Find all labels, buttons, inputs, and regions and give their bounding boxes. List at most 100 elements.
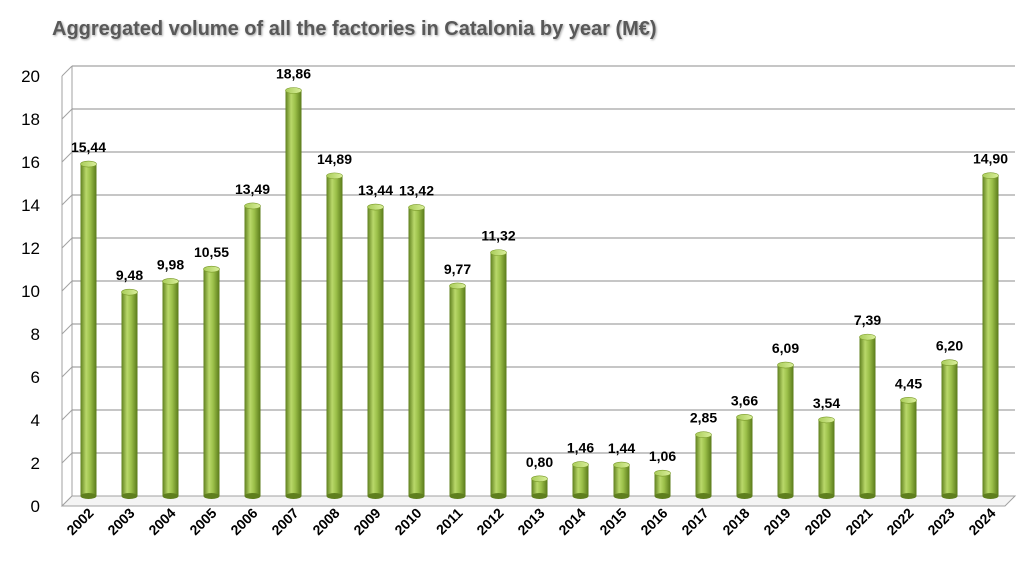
x-tick-label: 2006 <box>227 505 260 538</box>
y-tick-label: 12 <box>21 239 40 258</box>
x-axis-ticks: 2002 2003 2004 2005 2006 2007 2008 2009 2010 2011… <box>63 505 998 538</box>
data-label: 6,09 <box>772 340 799 356</box>
y-axis-ticks: 0 2 4 6 8 10 12 14 16 18 20 <box>21 67 40 516</box>
bar-cap <box>80 160 97 168</box>
y-tick-label: 6 <box>31 368 40 387</box>
bar-2012: 11,32 <box>481 228 516 499</box>
x-tick-label: 2003 <box>104 505 137 538</box>
gridline-depth <box>61 108 73 120</box>
bar-2004: 9,98 <box>157 256 184 499</box>
bar-2014: 1,46 <box>567 440 594 499</box>
bar-2018: 3,66 <box>731 392 758 499</box>
x-tick-label: 2010 <box>391 505 424 538</box>
bar-2015: 1,44 <box>608 440 635 499</box>
chart-title: Aggregated volume of all the factories i… <box>52 18 657 40</box>
x-tick-label: 2019 <box>760 505 793 538</box>
y-tick-label: 0 <box>31 497 40 516</box>
data-label: 9,48 <box>116 267 143 283</box>
bar-cap <box>572 461 589 468</box>
x-tick-label: 2022 <box>883 505 916 538</box>
bar-body <box>654 473 671 496</box>
bar-body <box>121 292 138 496</box>
bar-base <box>654 493 671 499</box>
gridline-depth <box>61 194 73 206</box>
bar-2008: 14,89 <box>317 151 352 499</box>
y-tick-label: 2 <box>31 454 40 473</box>
bar-base <box>777 493 794 499</box>
bar-2022: 4,45 <box>895 375 922 499</box>
x-tick-label: 2013 <box>514 505 547 538</box>
x-tick-label: 2016 <box>637 505 670 538</box>
x-tick-label: 2004 <box>145 505 178 538</box>
bar-cap <box>982 172 999 179</box>
y-tick-label: 10 <box>21 282 40 301</box>
bar-2019: 6,09 <box>772 340 799 499</box>
bar-body <box>531 478 548 496</box>
bar-2016: 1,06 <box>649 448 676 499</box>
bar-base <box>859 493 876 499</box>
data-label: 9,77 <box>444 261 471 277</box>
x-tick-label: 2017 <box>678 505 711 538</box>
gridline-depth <box>61 65 73 77</box>
gridline-depth <box>61 323 73 335</box>
bar-2009: 13,44 <box>358 182 393 499</box>
bar-2006: 13,49 <box>235 181 270 499</box>
bar-base <box>572 493 589 499</box>
bar-2002: 15,44 <box>71 139 106 499</box>
bar-cap <box>326 172 343 180</box>
bar-body <box>982 175 999 496</box>
bar-body <box>367 207 384 497</box>
bar-cap <box>121 288 138 296</box>
bar-base <box>121 493 138 499</box>
bar-2003: 9,48 <box>116 267 143 499</box>
bar-base <box>162 493 179 499</box>
data-label: 9,98 <box>157 256 184 272</box>
bar-2007: 18,86 <box>276 66 311 499</box>
data-label: 11,32 <box>481 228 515 244</box>
bar-base <box>244 493 261 499</box>
bars: 15,44 9,48 9,98 10,55 13,49 18,86 14,89 13,44 13… <box>71 66 1008 499</box>
bar-2011: 9,77 <box>444 261 471 499</box>
bar-base <box>203 493 220 499</box>
x-tick-label: 2005 <box>186 505 219 538</box>
x-tick-label: 2015 <box>596 505 629 538</box>
bar-cap <box>859 333 876 341</box>
bar-base <box>695 493 712 499</box>
bar-cap <box>203 265 220 273</box>
x-tick-label: 2012 <box>473 505 506 538</box>
bar-cap <box>818 416 835 424</box>
gridline-depth <box>61 151 73 163</box>
bar-base <box>449 493 466 499</box>
bar-2017: 2,85 <box>690 410 717 499</box>
data-label: 13,49 <box>235 181 270 197</box>
bar-cap <box>408 204 425 211</box>
gridline-depth <box>61 237 73 249</box>
bar-base <box>490 493 507 499</box>
bar-cap <box>941 359 958 367</box>
bar-cap <box>285 87 302 94</box>
bar-base <box>982 493 999 499</box>
bar-base <box>818 493 835 499</box>
bar-cap <box>736 414 753 421</box>
data-label: 7,39 <box>854 312 881 328</box>
bar-base <box>285 493 302 499</box>
data-label: 6,20 <box>936 338 963 354</box>
bar-cap <box>695 431 712 439</box>
bar-body <box>900 400 917 496</box>
data-label: 13,42 <box>399 182 434 198</box>
bar-2013: 0,80 <box>526 454 553 499</box>
x-tick-label: 2020 <box>801 505 834 538</box>
bar-body <box>244 205 261 496</box>
bar-2024: 14,90 <box>973 151 1008 499</box>
x-tick-label: 2024 <box>965 505 998 538</box>
x-tick-label: 2021 <box>842 505 875 538</box>
bar-body <box>818 419 835 496</box>
y-tick-label: 8 <box>31 325 40 344</box>
data-label: 3,66 <box>731 392 758 408</box>
bar-2020: 3,54 <box>813 395 840 499</box>
bar-body <box>736 417 753 496</box>
y-tick-label: 14 <box>21 196 40 215</box>
bar-cap <box>613 461 630 469</box>
bar-2023: 6,20 <box>936 338 963 499</box>
data-label: 1,06 <box>649 448 676 464</box>
